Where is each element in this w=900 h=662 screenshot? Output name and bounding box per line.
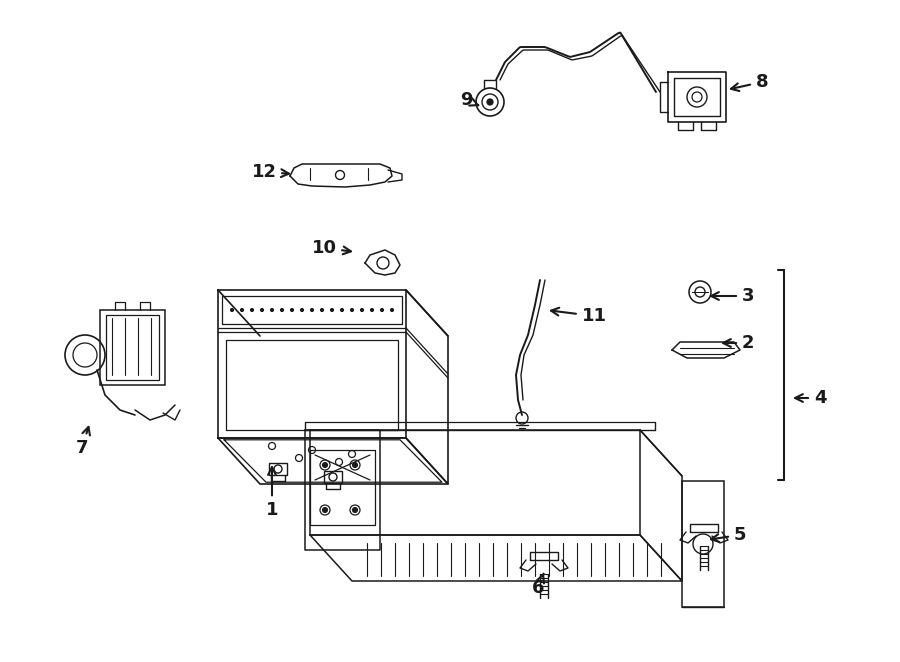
Text: 8: 8 [731, 73, 769, 91]
Bar [100, 310, 165, 385]
Circle shape [361, 308, 364, 312]
Text: 5: 5 [711, 526, 746, 544]
Circle shape [330, 308, 334, 312]
Circle shape [381, 308, 383, 312]
Circle shape [391, 308, 393, 312]
Circle shape [230, 308, 233, 312]
Circle shape [353, 463, 357, 467]
Circle shape [260, 308, 264, 312]
Bar [682, 481, 724, 607]
Circle shape [350, 308, 354, 312]
Circle shape [240, 308, 244, 312]
Circle shape [301, 308, 303, 312]
Text: 12: 12 [251, 163, 289, 181]
Bar [269, 463, 287, 475]
Text: 3: 3 [711, 287, 754, 305]
Circle shape [281, 308, 284, 312]
Text: 2: 2 [723, 334, 754, 352]
Text: 11: 11 [551, 307, 607, 325]
Circle shape [322, 508, 328, 512]
Circle shape [291, 308, 293, 312]
Circle shape [371, 308, 373, 312]
Circle shape [487, 99, 493, 105]
Circle shape [271, 308, 274, 312]
Bar [324, 471, 342, 483]
Circle shape [310, 308, 313, 312]
Text: 7: 7 [76, 427, 90, 457]
Text: 4: 4 [795, 389, 826, 407]
Circle shape [250, 308, 254, 312]
Circle shape [340, 308, 344, 312]
Circle shape [353, 508, 357, 512]
Text: 9: 9 [460, 91, 478, 109]
Bar [106, 315, 159, 380]
Circle shape [322, 463, 328, 467]
Text: 10: 10 [311, 239, 351, 257]
Text: 6: 6 [532, 573, 544, 597]
Circle shape [320, 308, 323, 312]
Text: 1: 1 [266, 467, 278, 519]
